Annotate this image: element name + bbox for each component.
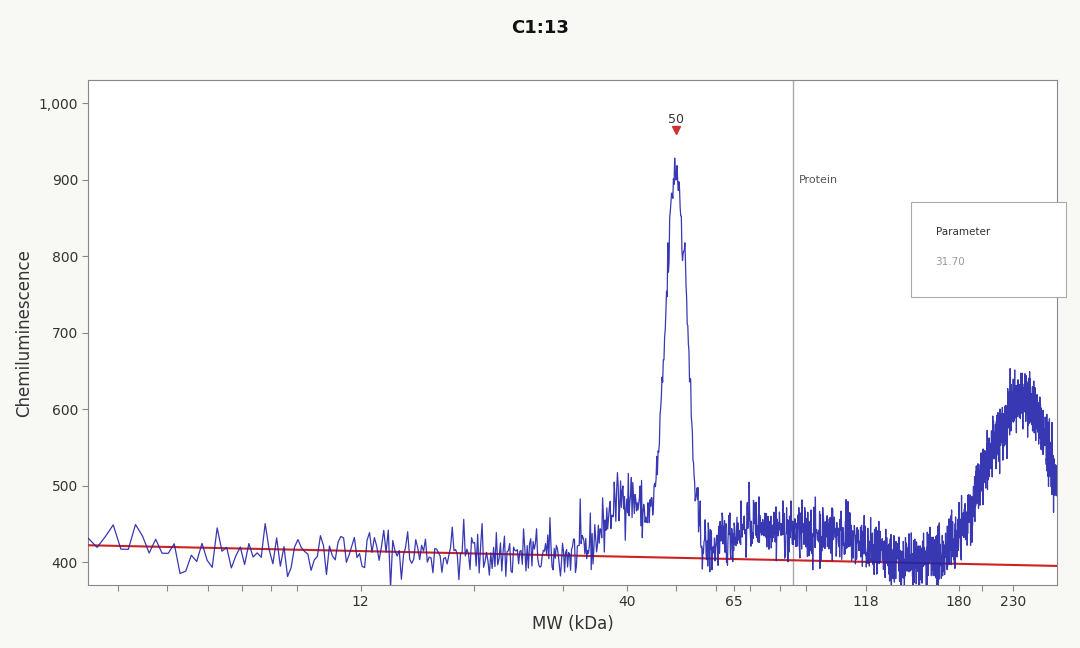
Text: 31.70: 31.70: [935, 257, 966, 267]
Text: C1:13: C1:13: [511, 19, 569, 38]
Text: Parameter: Parameter: [935, 227, 990, 237]
Text: Parameter: Parameter: [931, 222, 991, 232]
Text: 50: 50: [669, 113, 684, 126]
Text: 31.70: 31.70: [931, 257, 964, 267]
Y-axis label: Chemiluminescence: Chemiluminescence: [15, 249, 33, 417]
X-axis label: MW (kDa): MW (kDa): [531, 615, 613, 633]
Text: Protein: Protein: [798, 175, 837, 185]
FancyBboxPatch shape: [912, 202, 1066, 297]
